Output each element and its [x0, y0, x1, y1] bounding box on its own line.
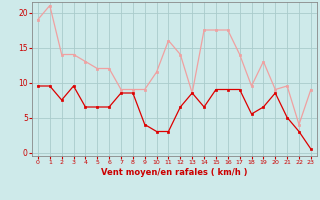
X-axis label: Vent moyen/en rafales ( km/h ): Vent moyen/en rafales ( km/h )	[101, 168, 248, 177]
